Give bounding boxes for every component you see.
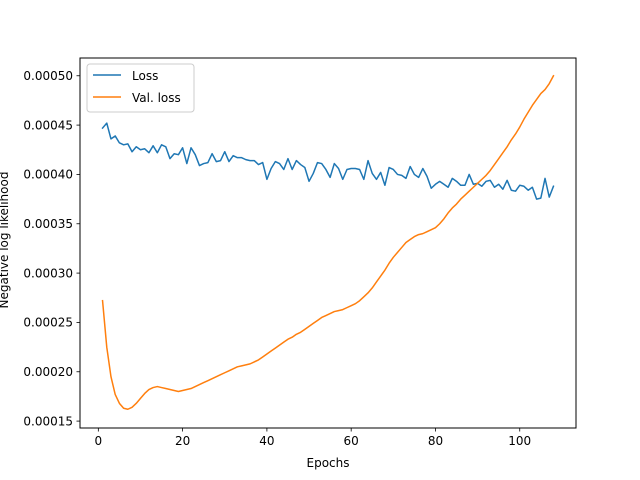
- legend-box: [86, 63, 195, 113]
- x-tick-label: 80: [428, 434, 443, 448]
- y-tick-label: 0.00040: [23, 168, 73, 182]
- legend-label-loss: Loss: [132, 69, 158, 83]
- y-axis: 0.00015 0.00020 0.00025 0.00030 0.00035 0.000…: [23, 69, 80, 428]
- x-tick-label: 60: [344, 434, 359, 448]
- series-line-loss: [101, 122, 555, 200]
- x-tick-label: 20: [175, 434, 190, 448]
- y-tick-label: 0.00035: [23, 217, 73, 231]
- x-tick-label: 100: [508, 434, 531, 448]
- legend-label-val-loss: Val. loss: [132, 91, 181, 105]
- legend: Loss Val. loss: [86, 63, 195, 113]
- y-tick-label: 0.00030: [23, 266, 73, 280]
- series-line-val-loss: [101, 74, 555, 410]
- y-tick-label: 0.00050: [23, 69, 73, 83]
- axes-frame: [79, 57, 577, 429]
- x-axis: 0 20 40 60 80 100: [95, 428, 531, 448]
- x-tick-label: 40: [259, 434, 274, 448]
- y-tick-label: 0.00015: [23, 414, 73, 428]
- y-tick-label: 0.00020: [23, 365, 73, 379]
- x-tick-label: 0: [95, 434, 103, 448]
- y-tick-label: 0.00025: [23, 316, 73, 330]
- y-tick-label: 0.00045: [23, 118, 73, 132]
- x-axis-label: Epochs: [307, 456, 350, 470]
- y-axis-label: Negative log likelihood: [0, 172, 11, 309]
- plot-area: [101, 74, 555, 410]
